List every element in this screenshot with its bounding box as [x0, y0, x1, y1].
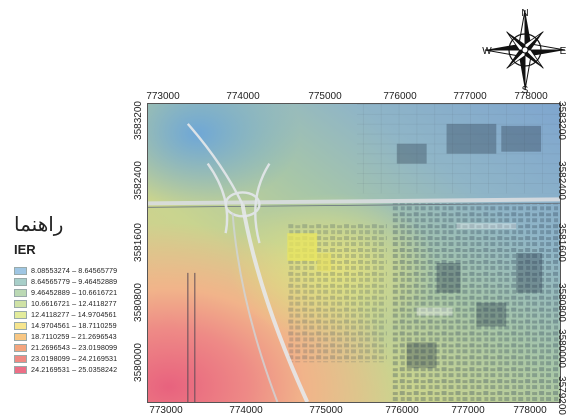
tick-bottom: 778000	[513, 405, 547, 416]
tick-bottom: 776000	[385, 405, 419, 416]
legend-item: 21.2696543 – 23.0198099	[14, 342, 146, 353]
legend-label: 12.4118277 – 14.9704561	[31, 310, 117, 319]
legend-item: 9.46452889 – 10.6616721	[14, 287, 146, 298]
tick-top: 778000	[514, 91, 548, 102]
tick-bottom: 775000	[309, 405, 343, 416]
legend-label: 9.46452889 – 10.6616721	[31, 288, 118, 297]
legend-label: 14.9704561 – 18.7110259	[31, 321, 117, 330]
compass-n: N	[521, 8, 528, 19]
tick-left: 3583200	[132, 101, 144, 140]
legend-item: 10.6616721 – 12.4118277	[14, 298, 146, 309]
compass-s: S	[522, 85, 529, 94]
legend-label: 8.08553274 – 8.64565779	[31, 266, 118, 275]
legend-label: 24.2169531 – 25.0358242	[31, 365, 118, 374]
legend-swatch	[14, 354, 27, 363]
north-arrow-icon: N S E W	[480, 4, 570, 96]
tick-right: 3581600	[555, 223, 567, 262]
legend-swatch	[14, 277, 27, 286]
legend-swatch	[14, 343, 27, 352]
tick-top: 776000	[383, 91, 417, 102]
tick-bottom: 773000	[149, 405, 183, 416]
legend-label: 18.7110259 – 21.2696543	[31, 332, 117, 341]
tick-left: 3582400	[132, 161, 144, 200]
legend-swatch	[14, 299, 27, 308]
legend-swatch	[14, 365, 27, 374]
legend-swatch	[14, 288, 27, 297]
legend-swatch	[14, 321, 27, 330]
legend-label: 21.2696543 – 23.0198099	[31, 343, 118, 352]
legend-item: 23.0198099 – 24.2169531	[14, 353, 146, 364]
tick-right: 3582400	[555, 161, 567, 200]
legend-label: 23.0198099 – 24.2169531	[31, 354, 118, 363]
tick-top: 775000	[308, 91, 342, 102]
legend-label: 10.6616721 – 12.4118277	[31, 299, 117, 308]
tick-right: 3580000	[555, 329, 567, 368]
compass-e: E	[560, 46, 567, 57]
legend-label: 8.64565779 – 9.46452889	[31, 277, 118, 286]
legend-item: 12.4118277 – 14.9704561	[14, 309, 146, 320]
tick-top: 774000	[226, 91, 260, 102]
legend-item: 24.2169531 – 25.0358242	[14, 364, 146, 375]
map-raster[interactable]	[147, 103, 561, 403]
legend-items: 8.08553274 – 8.64565779 8.64565779 – 9.46…	[6, 265, 146, 375]
map-legend: راهنما IER 8.08553274 – 8.64565779 8.6456…	[6, 212, 146, 375]
legend-item: 8.08553274 – 8.64565779	[14, 265, 146, 276]
legend-field-name: IER	[14, 242, 36, 257]
tick-top: 773000	[146, 91, 180, 102]
legend-swatch	[14, 310, 27, 319]
legend-swatch	[14, 266, 27, 275]
legend-item: 14.9704561 – 18.7110259	[14, 320, 146, 331]
legend-item: 8.64565779 – 9.46452889	[14, 276, 146, 287]
legend-swatch	[14, 332, 27, 341]
compass-w: W	[482, 46, 492, 57]
tick-bottom: 774000	[229, 405, 263, 416]
legend-title: راهنما	[14, 212, 64, 236]
tick-right: 3579200	[555, 376, 567, 415]
tick-right: 3580800	[555, 283, 567, 322]
tick-top: 777000	[453, 91, 487, 102]
tick-right: 3583200	[555, 101, 567, 140]
tick-bottom: 777000	[451, 405, 485, 416]
legend-item: 18.7110259 – 21.2696543	[14, 331, 146, 342]
